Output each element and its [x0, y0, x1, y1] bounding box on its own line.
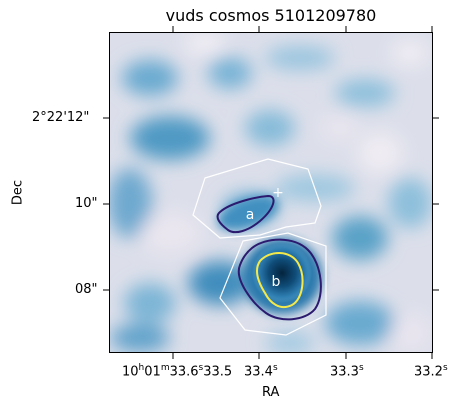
- y-tick-label: 08": [75, 282, 98, 297]
- y-axis-label: Dec: [10, 179, 26, 206]
- y-tick-label: 10": [75, 196, 98, 211]
- region-b-label: b: [272, 274, 281, 290]
- cross-marker: +: [272, 185, 284, 201]
- x-tick-label: 33.3s: [330, 363, 364, 380]
- x-tick-label: 33.2s: [414, 363, 448, 380]
- contour-b-outer: [237, 238, 322, 321]
- contour-a-outer: [216, 194, 275, 234]
- sky-image: + a b: [110, 33, 432, 352]
- x-tick-label-first: 10h01m33.6s33.5: [122, 363, 233, 380]
- contour-b-inner: [256, 252, 304, 309]
- image-title: vuds cosmos 5101209780: [165, 6, 377, 25]
- region-a-label: a: [246, 207, 255, 223]
- source-b-core: [252, 243, 312, 303]
- source-a-emission: [217, 195, 279, 231]
- x-tick-label: 33.4s: [244, 363, 278, 380]
- noise-blobs: [110, 33, 432, 352]
- x-axis-label: RA: [262, 385, 280, 400]
- image-panel: + a b: [109, 32, 433, 353]
- y-tick-label: 2°22'12": [32, 110, 90, 125]
- region-b-outline: [219, 232, 327, 336]
- region-a-outline: [192, 158, 322, 239]
